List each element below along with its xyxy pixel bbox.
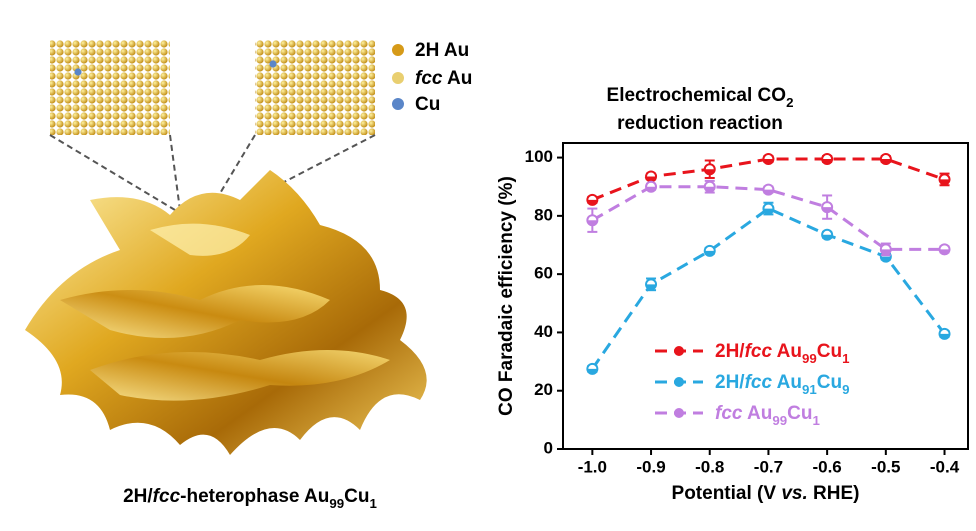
x-tick-label: -0.7	[754, 457, 783, 476]
marker-half	[880, 256, 891, 262]
x-axis-label: Potential (V vs. RHE)	[672, 483, 860, 504]
marker-half	[939, 249, 950, 255]
nanosheet	[150, 223, 250, 256]
cu-atom	[269, 60, 277, 68]
x-tick-label: -1.0	[578, 457, 607, 476]
plot-frame	[562, 142, 969, 450]
x-tick-label: -0.4	[930, 457, 960, 476]
legend-label: 2H/fcc Au91Cu9	[715, 372, 849, 397]
marker-half	[704, 250, 715, 256]
nanosheet	[90, 350, 390, 401]
legend-label: 2H Au	[415, 40, 469, 61]
marker-half	[880, 159, 891, 165]
marker-half	[646, 186, 657, 192]
legend-label: Cu	[415, 94, 440, 115]
chart-title: Electrochemical CO2	[607, 85, 794, 110]
marker-half	[704, 169, 715, 175]
marker-half	[704, 186, 715, 192]
legend-marker	[674, 377, 684, 387]
legend-label: fcc Au	[415, 68, 472, 89]
y-tick-label: 100	[525, 147, 553, 166]
y-tick-label: 20	[534, 380, 553, 399]
marker-half	[763, 189, 774, 195]
marker-half	[763, 159, 774, 165]
legend-dot	[392, 72, 404, 84]
chart-title: reduction reaction	[617, 113, 783, 134]
marker-half	[587, 368, 598, 374]
legend-marker	[674, 346, 684, 356]
y-tick-label: 0	[544, 438, 553, 457]
x-tick-label: -0.5	[871, 457, 900, 476]
cu-atom	[74, 68, 82, 76]
marker-half	[880, 249, 891, 255]
series-line	[591, 185, 945, 251]
illustration: 2H Au fcc Au Cu 2H/fcc-heterophase Au99C…	[25, 40, 472, 511]
legend-label: 2H/fcc Au99Cu1	[715, 341, 850, 366]
y-tick-label: 40	[534, 322, 553, 341]
x-tick-label: -0.9	[636, 457, 665, 476]
marker-half	[822, 207, 833, 213]
marker-half	[939, 333, 950, 339]
marker-half	[587, 220, 598, 226]
legend-dot	[392, 98, 404, 110]
x-tick-label: -0.8	[695, 457, 724, 476]
marker-half	[646, 176, 657, 182]
legend-label: fcc Au99Cu1	[715, 403, 821, 428]
caption: 2H/fcc-heterophase Au99Cu1	[123, 486, 377, 511]
y-tick-label: 80	[534, 205, 553, 224]
nanosheet	[60, 285, 330, 338]
marker-half	[763, 208, 774, 214]
marker-half	[587, 199, 598, 205]
marker-half	[822, 234, 833, 240]
marker-half	[939, 179, 950, 185]
y-axis-label: CO Faradaic efficiency (%)	[496, 176, 517, 416]
y-tick-label: 60	[534, 264, 553, 283]
legend-dot	[392, 44, 404, 56]
marker-half	[822, 159, 833, 165]
connector	[49, 134, 376, 211]
legend-marker	[674, 408, 684, 418]
x-tick-label: -0.6	[812, 457, 841, 476]
marker-half	[646, 284, 657, 290]
lattice-inset	[255, 40, 375, 135]
lattice-inset	[50, 40, 170, 135]
